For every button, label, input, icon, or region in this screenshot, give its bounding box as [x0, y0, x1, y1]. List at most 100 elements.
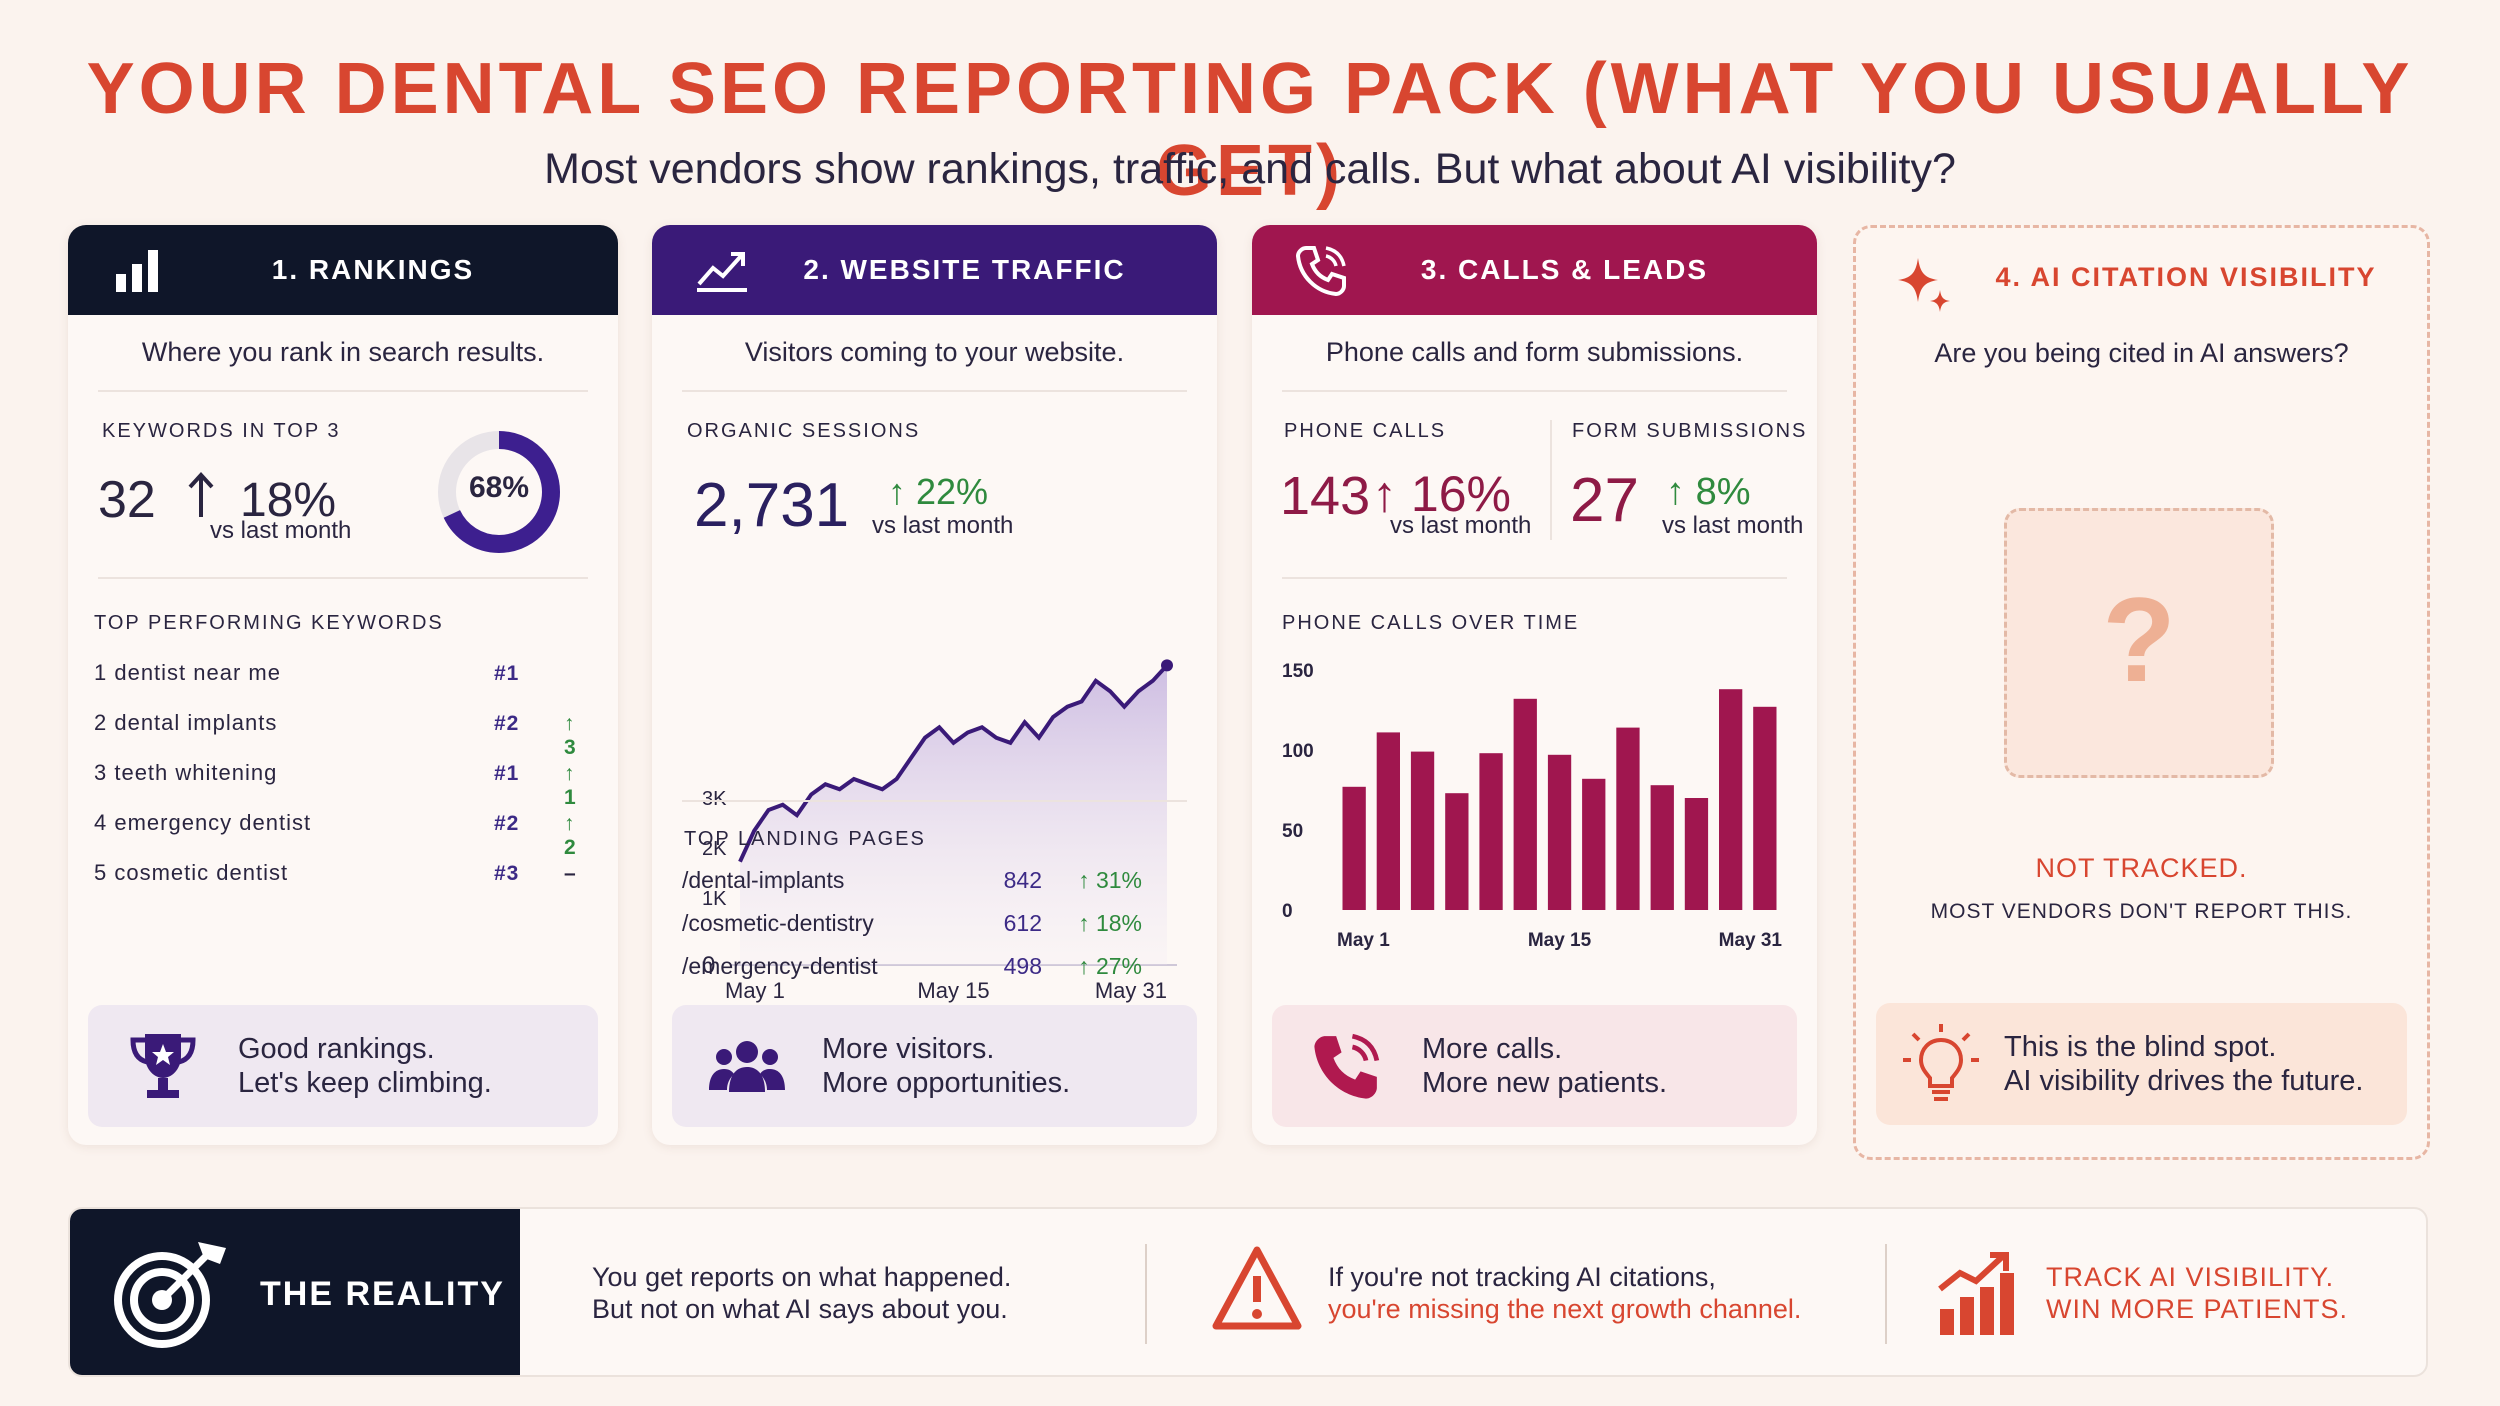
users-group-icon	[702, 1021, 792, 1111]
form-submissions-value: 27	[1570, 466, 1639, 535]
rankings-banner: Good rankings. Let's keep climbing.	[88, 1005, 598, 1127]
y-tick-label: 3K	[702, 788, 727, 810]
traffic-banner: More visitors. More opportunities.	[672, 1005, 1197, 1127]
warning-icon	[1210, 1244, 1304, 1339]
keyword-rank: #3	[494, 862, 520, 885]
calls-card: 3. CALLS & LEADS Phone calls and form su…	[1252, 225, 1817, 1145]
traffic-chart: 0 1K 2K 3K May 1 May 15 May 31	[702, 659, 1177, 1003]
phone-ringing-icon	[1302, 1021, 1392, 1111]
landing-page-change: ↑ 27%	[1078, 953, 1142, 979]
y-tick-label: 50	[1282, 821, 1303, 842]
keyword-rank: #1	[494, 662, 520, 685]
y-tick-label: 150	[1282, 661, 1314, 682]
calls-banner-text: More calls. More new patients.	[1422, 1033, 1668, 1099]
ai-banner-text: This is the blind spot. AI visibility dr…	[2004, 1031, 2364, 1097]
x-tick-label: May 1	[725, 978, 785, 1003]
x-tick-label: May 31	[1719, 930, 1783, 951]
rankings-card: 1. RANKINGS Where you rank in search res…	[68, 225, 618, 1145]
traffic-header: 2. WEBSITE TRAFFIC	[652, 225, 1217, 315]
landing-page-row: /emergency-dentist 498 ↑ 27%	[682, 953, 1182, 987]
donut-arc	[438, 431, 560, 553]
sparkle-icon	[1892, 254, 1956, 323]
divider	[1885, 1244, 1887, 1344]
organic-sessions-label: ORGANIC SESSIONS	[687, 420, 921, 442]
form-submissions-label: FORM SUBMISSIONS	[1572, 420, 1808, 442]
landing-page-change: ↑ 18%	[1078, 910, 1142, 936]
calls-bar	[1616, 727, 1640, 910]
reality-label: THE REALITY	[260, 1274, 505, 1313]
calls-title: 3. CALLS & LEADS	[1420, 254, 1709, 285]
landing-page-path: /emergency-dentist	[682, 953, 878, 979]
question-mark: ?	[2102, 573, 2176, 707]
form-submissions-change: ↑ 8%	[1666, 471, 1751, 513]
traffic-line	[738, 663, 1169, 863]
calls-bar	[1753, 706, 1777, 910]
keyword-row: 4 emergency dentist #2 ↑ 2	[94, 810, 594, 859]
target-icon	[114, 1242, 226, 1348]
reality-panel: THE REALITY	[70, 1209, 520, 1375]
landing-page-path: /cosmetic-dentistry	[682, 910, 874, 936]
calls-description: Phone calls and form submissions.	[1282, 337, 1787, 392]
landing-page-value: 612	[1003, 910, 1042, 936]
donut-label: 68%	[468, 471, 530, 504]
ai-description: Are you being cited in AI answers?	[1934, 338, 2349, 368]
y-tick-label: 1K	[702, 888, 727, 910]
x-tick-label: May 1	[1337, 930, 1390, 951]
divider	[1550, 420, 1552, 540]
calls-bar	[1719, 689, 1743, 910]
keyword-rank: #2	[494, 712, 520, 735]
keyword-row: 1 dentist near me #1	[94, 660, 594, 690]
landing-page-path: /dental-implants	[682, 867, 845, 893]
traffic-end-point	[1161, 659, 1173, 672]
calls-bar	[1547, 754, 1572, 910]
reality-text-3: TRACK AI VISIBILITY. WIN MORE PATIENTS.	[2046, 1262, 2349, 1324]
ai-card: 4. AI CITATION VISIBILITY Are you being …	[1853, 225, 2430, 1160]
organic-sessions-change: ↑ 22%	[888, 471, 989, 512]
rankings-header: 1. RANKINGS	[68, 225, 618, 315]
keyword-rank: #1	[494, 762, 520, 785]
x-tick-label: May 15	[1528, 930, 1592, 951]
rankings-donut: 68%	[434, 427, 564, 562]
traffic-title: 2. WEBSITE TRAFFIC	[803, 254, 1126, 285]
keyword-name: 2 dental implants	[94, 710, 278, 735]
ai-banner: This is the blind spot. AI visibility dr…	[1876, 1003, 2407, 1125]
landing-page-value: 498	[1003, 953, 1042, 979]
x-tick-label: May 15	[917, 978, 989, 1003]
page-subtitle: Most vendors show rankings, traffic, and…	[544, 145, 1956, 193]
rankings-banner-text: Good rankings. Let's keep climbing.	[238, 1033, 492, 1099]
traffic-area	[740, 665, 1167, 965]
organic-sessions-caption: vs last month	[872, 512, 1014, 539]
keyword-name: 4 emergency dentist	[94, 810, 312, 835]
phone-calls-value: 143	[1280, 466, 1371, 526]
keyword-row: 2 dental implants #2 ↑ 3	[94, 710, 594, 759]
calls-bar	[1445, 793, 1469, 910]
not-tracked-label: NOT TRACKED.	[2035, 853, 2248, 883]
divider	[682, 800, 1187, 802]
calls-bar	[1582, 778, 1606, 910]
trophy-icon	[118, 1021, 208, 1111]
bar-chart-icon	[108, 240, 168, 300]
reality-bar: THE REALITY You get reports on what happ…	[68, 1207, 2428, 1377]
y-tick-label: 0	[1282, 901, 1293, 922]
y-tick-label: 0	[702, 952, 715, 979]
divider	[1145, 1244, 1147, 1344]
keyword-name: 5 cosmetic dentist	[94, 860, 289, 885]
y-tick-label: 2K	[702, 838, 727, 860]
phone-calls-chart-label: PHONE CALLS OVER TIME	[1282, 612, 1580, 634]
landing-page-row: /cosmetic-dentistry 612 ↑ 18%	[682, 910, 1182, 944]
landing-page-value: 842	[1003, 867, 1042, 893]
top-keywords-label: TOP PERFORMING KEYWORDS	[94, 612, 444, 634]
landing-page-change: ↑ 31%	[1078, 867, 1142, 893]
not-tracked-sub: MOST VENDORS DON'T REPORT THIS.	[1930, 900, 2353, 923]
keywords-top3-value: 32	[98, 471, 156, 529]
keyword-row: 5 cosmetic dentist #3 –	[94, 860, 594, 890]
calls-bar	[1479, 753, 1503, 910]
reality-text-2: If you're not tracking AI citations, you…	[1328, 1262, 1802, 1324]
question-box: ?	[2004, 508, 2274, 778]
keyword-change: –	[564, 862, 577, 885]
reality-text-1: You get reports on what happened. But no…	[592, 1262, 1012, 1324]
keywords-top3-change: 18%	[240, 474, 337, 527]
lightbulb-icon	[1896, 1019, 1986, 1109]
calls-bar	[1684, 798, 1709, 910]
calls-header: 3. CALLS & LEADS	[1252, 225, 1817, 315]
